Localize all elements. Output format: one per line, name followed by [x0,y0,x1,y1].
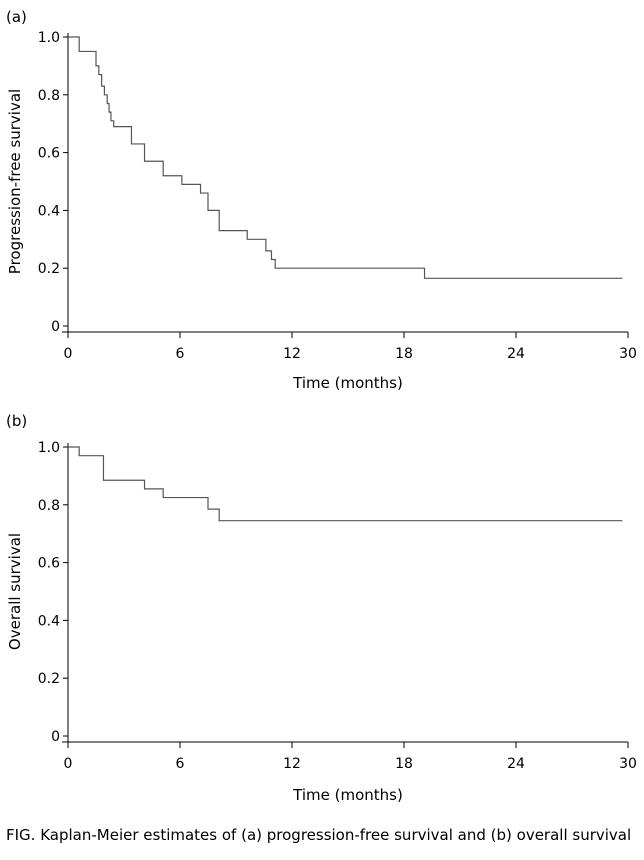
figure-caption: FIG. Kaplan-Meier estimates of (a) progr… [6,826,632,844]
panel-b-x-tick-label: 12 [283,756,301,772]
panel-a-y-tick-label: 0 [51,319,60,335]
panel-b-x-tick-label: 24 [507,756,525,772]
panel-a-y-tick-label: 1.0 [38,30,60,46]
panel-a-x-tick-label: 30 [619,346,637,362]
panel-b-y-tick-label: 0 [51,729,60,745]
panel-a-y-tick-label: 0.8 [38,88,60,104]
panel-a-x-tick-label: 0 [64,346,73,362]
panel-a-x-tick-label: 12 [283,346,301,362]
panel-a-x-tick-label: 6 [176,346,185,362]
panel-a-y-tick-label: 0.4 [38,203,60,219]
panel-b-y-axis-title: Overall survival [6,533,24,650]
panel-b-x-axis-title: Time (months) [292,786,403,804]
panel-a-y-tick-label: 0.6 [38,146,60,162]
panel-b-x-tick-label: 6 [176,756,185,772]
panel-a-y-axis-title: Progression-free survival [6,89,24,274]
panel-a-y-tick-label: 0.2 [38,261,60,277]
panel-b-survival-curve [68,446,623,522]
panel-b-label: (b) [6,412,27,430]
panel-b-y-tick-label: 0.6 [38,556,60,572]
panel-a-label: (a) [6,8,27,26]
panel-b-x-tick-label: 18 [395,756,413,772]
panel-b-y-tick-label: 0.4 [38,613,60,629]
panel-b-y-tick-label: 0.2 [38,671,60,687]
panel-b-y-tick-label: 1.0 [38,440,60,456]
panel-a-survival-curve [68,36,623,279]
panel-a-x-tick-label: 18 [395,346,413,362]
panel-b-x-tick-label: 0 [64,756,73,772]
panel-a-x-axis-title: Time (months) [292,374,403,392]
panel-b-y-tick-label: 0.8 [38,498,60,514]
panel-b-x-tick-label: 30 [619,756,637,772]
panel-a-x-tick-label: 24 [507,346,525,362]
